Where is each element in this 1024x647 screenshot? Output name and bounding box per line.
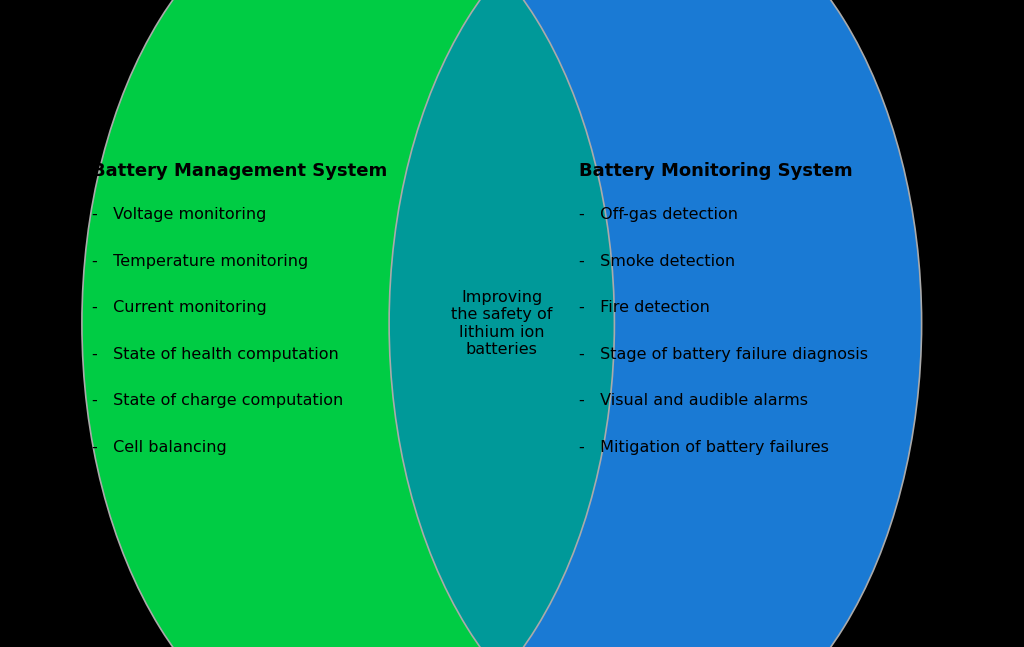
Text: Improving
the safety of
lithium ion
batteries: Improving the safety of lithium ion batt…: [452, 290, 552, 357]
Text: -   Current monitoring: - Current monitoring: [92, 300, 267, 315]
Text: -   Off-gas detection: - Off-gas detection: [579, 207, 737, 222]
Text: -   Voltage monitoring: - Voltage monitoring: [92, 207, 266, 222]
Text: -   Temperature monitoring: - Temperature monitoring: [92, 254, 308, 269]
Text: -   Visual and audible alarms: - Visual and audible alarms: [579, 393, 808, 408]
Text: -   Stage of battery failure diagnosis: - Stage of battery failure diagnosis: [579, 347, 867, 362]
Text: -   Cell balancing: - Cell balancing: [92, 440, 227, 455]
Text: -   Mitigation of battery failures: - Mitigation of battery failures: [579, 440, 828, 455]
Ellipse shape: [82, 0, 614, 647]
Text: -   Smoke detection: - Smoke detection: [579, 254, 734, 269]
Text: -   State of charge computation: - State of charge computation: [92, 393, 343, 408]
Text: Battery Monitoring System: Battery Monitoring System: [579, 162, 852, 180]
Ellipse shape: [389, 0, 922, 647]
Ellipse shape: [82, 0, 614, 647]
Text: -   State of health computation: - State of health computation: [92, 347, 339, 362]
Text: -   Fire detection: - Fire detection: [579, 300, 710, 315]
Text: Battery Management System: Battery Management System: [92, 162, 387, 180]
